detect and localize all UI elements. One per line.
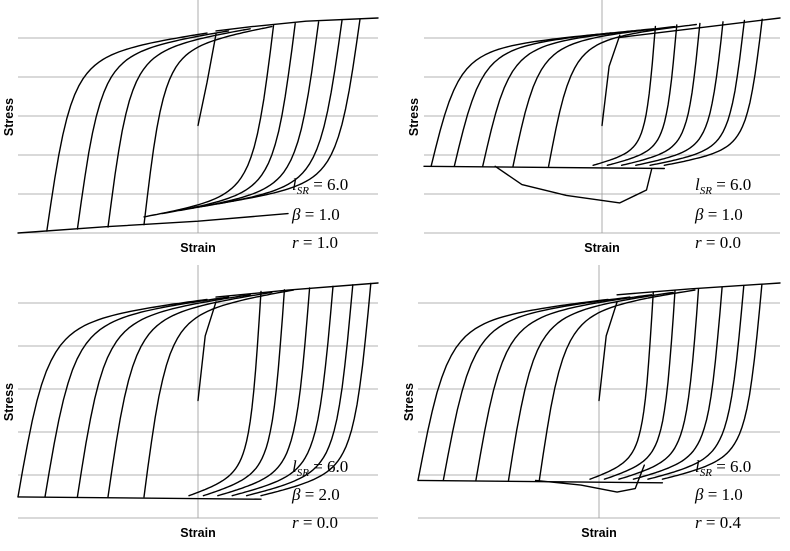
reloading-branch bbox=[76, 294, 251, 498]
unloading-branch bbox=[620, 22, 701, 166]
unloading-branch bbox=[661, 283, 763, 480]
param-r: r = 1.0 bbox=[292, 233, 338, 252]
unloading-branch bbox=[245, 284, 354, 497]
compression-envelope bbox=[17, 212, 289, 234]
param-beta: β = 1.0 bbox=[694, 485, 743, 504]
param-lsr: lSR = 6.0 bbox=[695, 457, 751, 479]
reloading-branch bbox=[46, 32, 208, 232]
x-axis-title: Strain bbox=[180, 526, 215, 540]
hysteresis-curves bbox=[417, 282, 781, 493]
initial-loading-curve bbox=[197, 33, 217, 127]
unloading-branch bbox=[589, 291, 654, 480]
compression-plateau bbox=[423, 165, 665, 170]
tension-envelope bbox=[619, 17, 781, 39]
reloading-branch bbox=[482, 28, 655, 167]
reloading-branch bbox=[17, 298, 208, 498]
unloading-branch bbox=[217, 287, 311, 497]
initial-loading-curve bbox=[598, 301, 618, 402]
unloading-branch bbox=[618, 288, 700, 480]
x-axis-title: Strain bbox=[581, 526, 616, 540]
y-axis-title: Stress bbox=[2, 98, 16, 136]
unloading-branch bbox=[632, 286, 723, 480]
param-lsr: lSR = 6.0 bbox=[695, 175, 751, 197]
buckling-loop bbox=[494, 165, 653, 204]
reloading-branch bbox=[107, 291, 273, 498]
reloading-branch bbox=[76, 30, 230, 230]
y-axis-title: Stress bbox=[402, 383, 416, 421]
unloading-branch bbox=[606, 24, 678, 166]
param-lsr: lSR = 6.0 bbox=[292, 175, 348, 197]
reloading-branch bbox=[538, 289, 696, 482]
unloading-branch bbox=[202, 289, 286, 497]
param-lsr: lSR = 6.0 bbox=[292, 457, 348, 479]
param-r: r = 0.0 bbox=[292, 513, 338, 532]
reloading-branch bbox=[512, 25, 676, 167]
unloading-branch bbox=[635, 21, 724, 166]
panel-bottom-left: Stress Strain lSR = 6.0 β = 2.0 r = 0.0 bbox=[2, 265, 379, 540]
buckling-loop bbox=[534, 464, 645, 493]
y-axis-title: Stress bbox=[407, 98, 421, 136]
reloading-branch bbox=[417, 298, 609, 482]
reloading-branch bbox=[44, 296, 230, 498]
panel-top-left: Stress Strain lSR = 6.0 β = 1.0 r = 1.0 bbox=[2, 0, 379, 255]
unloading-branch bbox=[215, 18, 361, 205]
param-beta: β = 1.0 bbox=[291, 205, 340, 224]
unloading-branch bbox=[188, 290, 262, 497]
panel-bottom-right: Stress Strain lSR = 6.0 β = 1.0 r = 0.4 bbox=[402, 265, 781, 540]
initial-loading-curve bbox=[197, 301, 217, 402]
tension-envelope bbox=[215, 282, 379, 298]
x-axis-title: Strain bbox=[180, 241, 215, 255]
param-r: r = 0.4 bbox=[695, 513, 741, 532]
unloading-branch bbox=[592, 25, 657, 166]
unloading-branch bbox=[143, 24, 275, 218]
param-beta: β = 1.0 bbox=[694, 205, 743, 224]
panel-top-right: Stress Strain lSR = 6.0 β = 1.0 r = 0.0 bbox=[407, 0, 781, 255]
y-axis-title: Stress bbox=[2, 383, 16, 421]
initial-loading-curve bbox=[601, 34, 621, 127]
reloading-branch bbox=[143, 25, 273, 226]
compression-plateau bbox=[17, 496, 262, 500]
unloading-branch bbox=[231, 285, 334, 497]
reloading-branch bbox=[442, 296, 631, 482]
reloading-branch bbox=[430, 32, 612, 167]
compression-plateau bbox=[417, 479, 664, 484]
unloading-branch bbox=[161, 22, 296, 215]
hysteresis-curves bbox=[17, 17, 379, 234]
param-beta: β = 2.0 bbox=[291, 485, 340, 504]
reloading-branch bbox=[475, 294, 653, 482]
reloading-branch bbox=[107, 28, 251, 228]
unloading-branch bbox=[260, 282, 372, 497]
hysteresis-curves bbox=[17, 282, 379, 500]
unloading-branch bbox=[647, 284, 745, 480]
unloading-branch bbox=[663, 18, 763, 166]
reloading-branch bbox=[547, 23, 697, 167]
param-r: r = 0.0 bbox=[695, 233, 741, 252]
x-axis-title: Strain bbox=[584, 241, 619, 255]
reloading-branch bbox=[507, 291, 674, 482]
unloading-branch bbox=[603, 289, 676, 480]
hysteresis-curves bbox=[423, 17, 781, 204]
tension-envelope bbox=[215, 17, 379, 32]
tension-envelope bbox=[616, 282, 781, 296]
reloading-branch bbox=[143, 289, 295, 498]
unloading-branch bbox=[649, 19, 746, 166]
